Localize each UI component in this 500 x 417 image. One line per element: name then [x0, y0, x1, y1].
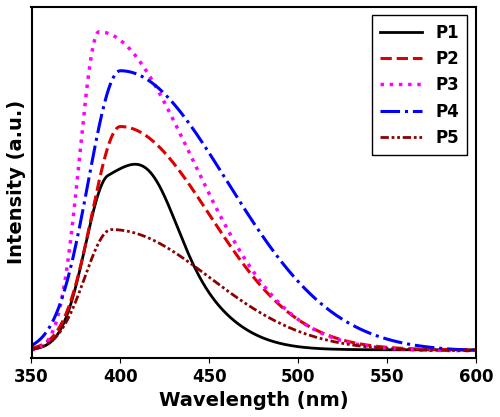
P4	[79, 211, 85, 216]
P1	[28, 347, 34, 352]
Line: P3: P3	[32, 32, 476, 351]
P3	[79, 128, 85, 133]
P1	[199, 279, 205, 284]
P3	[96, 29, 102, 34]
P3	[464, 348, 470, 353]
P4	[199, 140, 205, 145]
P2	[79, 257, 85, 262]
X-axis label: Wavelength (nm): Wavelength (nm)	[159, 391, 348, 410]
P1	[464, 347, 470, 352]
P2	[28, 346, 34, 351]
P4	[473, 348, 479, 353]
Line: P4: P4	[32, 71, 476, 350]
P2	[199, 201, 205, 206]
P1	[79, 257, 85, 262]
P5	[464, 348, 470, 353]
P2	[218, 230, 224, 235]
P3	[106, 31, 112, 36]
P3	[218, 215, 224, 220]
P1	[218, 306, 224, 311]
P4	[218, 170, 224, 175]
P4	[28, 343, 34, 348]
P5	[106, 228, 112, 233]
P2	[106, 143, 112, 148]
P4	[106, 87, 112, 92]
Y-axis label: Intensity (a.u.): Intensity (a.u.)	[7, 100, 26, 264]
Line: P5: P5	[32, 230, 476, 351]
P5	[199, 269, 205, 274]
P5	[28, 347, 34, 352]
Line: P2: P2	[32, 126, 476, 350]
Legend: P1, P2, P3, P4, P5: P1, P2, P3, P4, P5	[372, 15, 468, 155]
P2	[118, 124, 124, 129]
P1	[132, 162, 138, 167]
P1	[416, 347, 422, 352]
P5	[108, 227, 114, 232]
P3	[416, 347, 422, 352]
P2	[473, 347, 479, 352]
P1	[106, 173, 112, 178]
P3	[28, 347, 34, 352]
P1	[473, 347, 479, 352]
Line: P1: P1	[32, 164, 476, 350]
P3	[473, 348, 479, 353]
P4	[464, 347, 470, 352]
P2	[464, 347, 470, 352]
P2	[416, 347, 422, 352]
P3	[199, 177, 205, 182]
P5	[416, 347, 422, 352]
P5	[473, 348, 479, 353]
P4	[118, 68, 124, 73]
P5	[79, 282, 85, 287]
P4	[416, 343, 422, 348]
P5	[218, 284, 224, 289]
